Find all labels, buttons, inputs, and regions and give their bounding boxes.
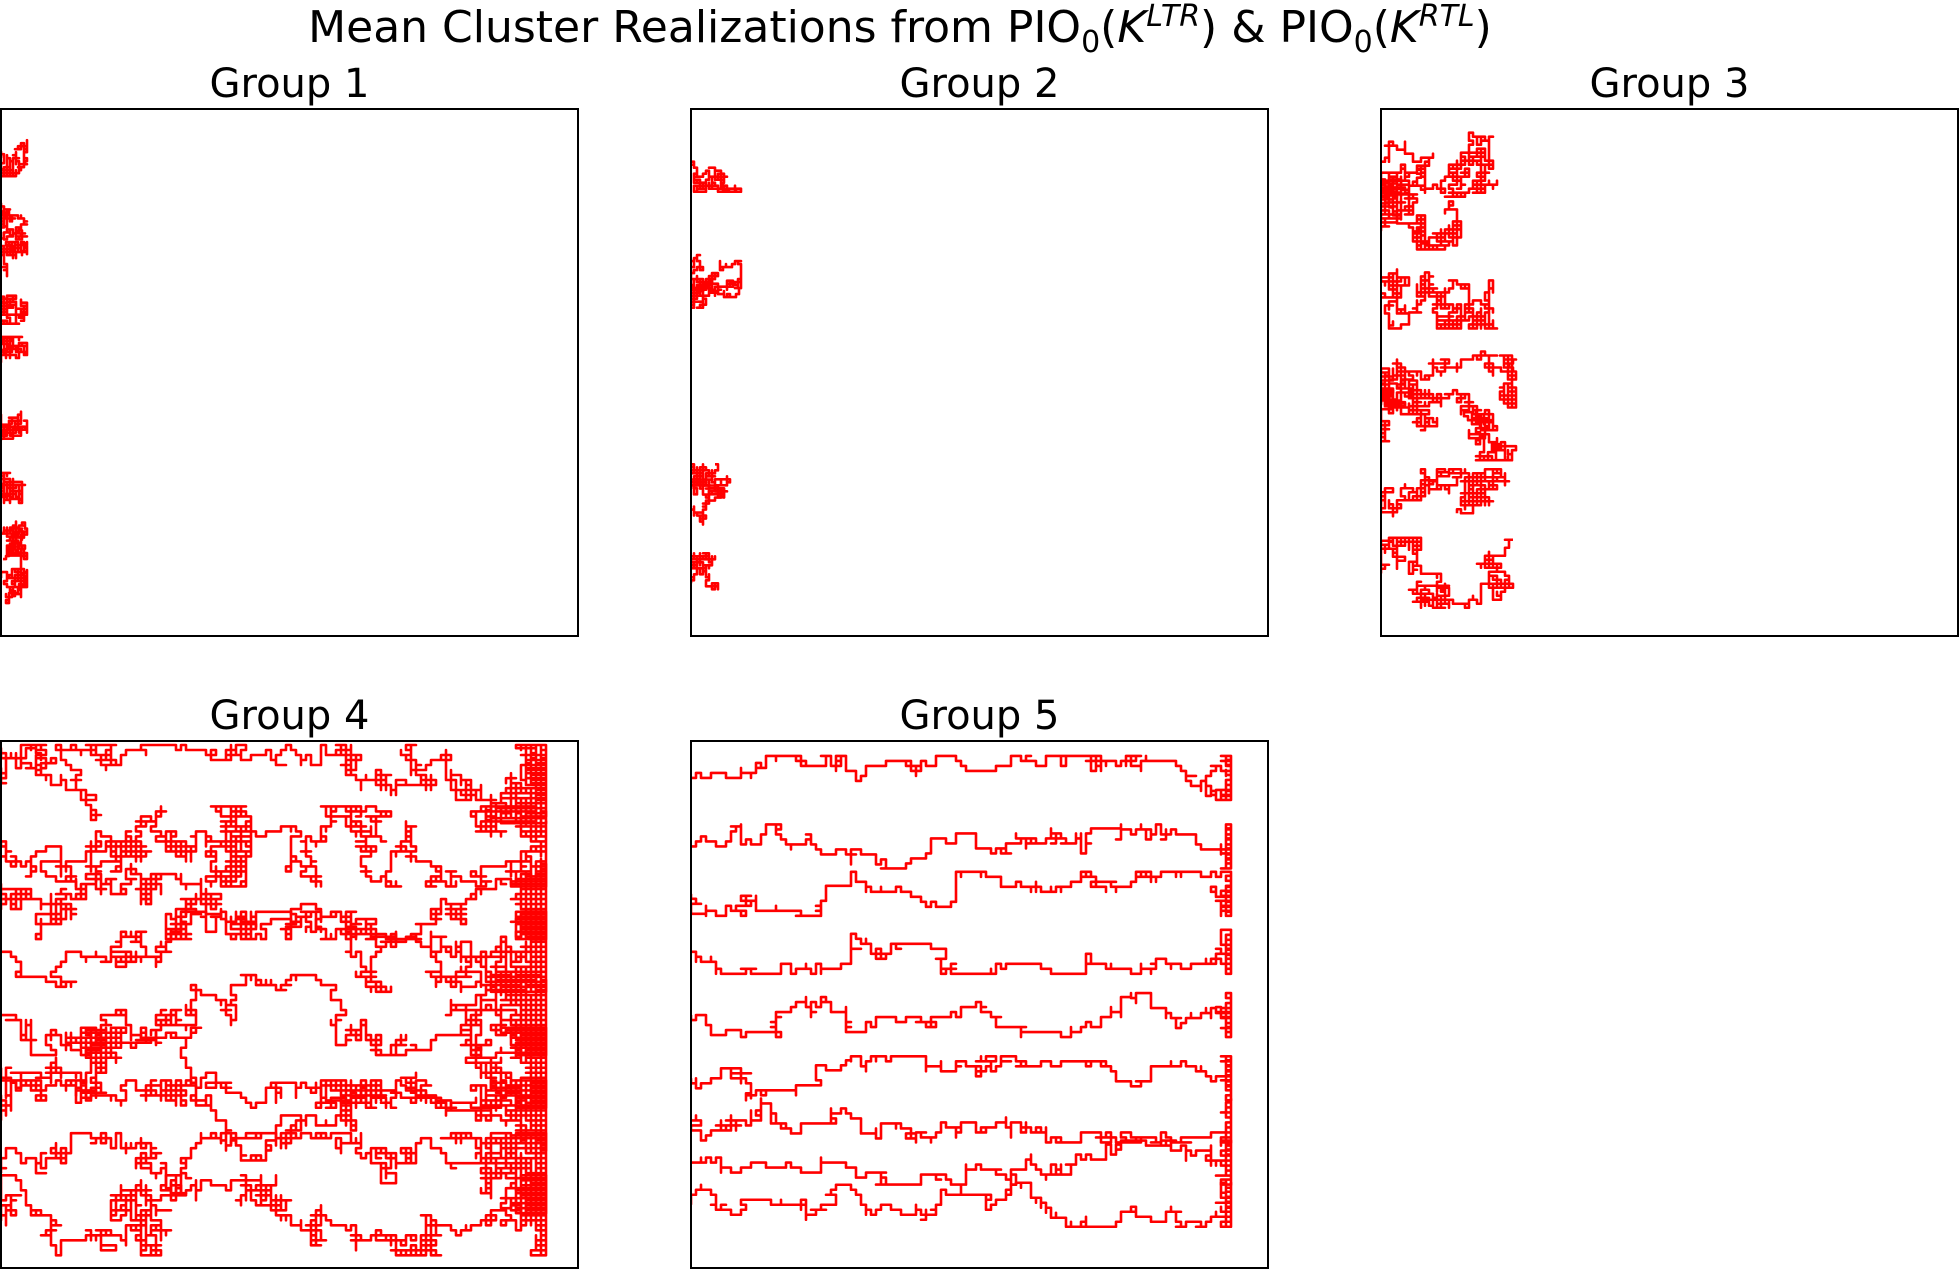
cluster-path xyxy=(1381,388,1518,462)
group-title: Group 3 xyxy=(1590,61,1750,107)
cluster-path xyxy=(1,1026,548,1110)
cluster-path xyxy=(1,335,29,364)
panel-frame xyxy=(690,108,1269,637)
cluster-path xyxy=(691,823,1233,870)
cluster-path xyxy=(1381,467,1511,518)
title-italic: K xyxy=(1117,2,1149,53)
cluster-path xyxy=(1,973,548,1057)
cluster-path xyxy=(691,1139,1233,1186)
cluster-path xyxy=(1,294,29,326)
title-superscript: RTL xyxy=(1419,0,1475,34)
cluster-path xyxy=(1381,131,1499,198)
cluster-path xyxy=(691,1054,1233,1102)
panel-walks xyxy=(691,754,1233,1229)
cluster-path xyxy=(691,870,1233,918)
cluster-path xyxy=(1381,350,1518,409)
panel-walks xyxy=(691,160,743,591)
cluster-path xyxy=(1,410,29,441)
cluster-path xyxy=(1381,268,1499,330)
cluster-path xyxy=(1,138,29,178)
title-text: ( xyxy=(1100,2,1117,53)
panel-frame xyxy=(690,740,1269,1269)
cluster-path xyxy=(1,471,27,505)
panel-frame xyxy=(0,108,579,637)
group-title: Group 2 xyxy=(900,61,1060,107)
panel-walks xyxy=(1,743,548,1257)
panel-frame xyxy=(0,740,579,1269)
group-title: Group 5 xyxy=(900,693,1060,739)
title-subscript: 0 xyxy=(1081,25,1100,60)
group-title: Group 4 xyxy=(210,693,370,739)
cluster-path xyxy=(1,202,29,241)
cluster-path xyxy=(1,1174,548,1257)
cluster-path xyxy=(1381,178,1463,251)
cluster-path xyxy=(691,478,726,526)
title-superscript: LTR xyxy=(1146,0,1200,34)
title-subscript: 0 xyxy=(1354,25,1373,60)
cluster-path xyxy=(1,551,29,605)
cluster-path xyxy=(1,743,548,825)
cluster-path xyxy=(1,520,29,557)
panel-walks xyxy=(1381,131,1518,610)
cluster-path xyxy=(691,1181,1233,1229)
cluster-path xyxy=(691,160,743,193)
cluster-path xyxy=(691,1097,1233,1144)
figure-title: Mean Cluster Realizations from PIO0(KLTR… xyxy=(308,0,1492,60)
cluster-path xyxy=(691,754,1233,802)
cluster-path xyxy=(691,279,735,310)
title-text: Mean Cluster Realizations from PIO xyxy=(308,2,1081,53)
cluster-path xyxy=(691,991,1233,1039)
cluster-path xyxy=(1381,536,1515,610)
cluster-path xyxy=(1,240,29,278)
cluster-path xyxy=(1,805,548,888)
cluster-path xyxy=(1,1131,548,1215)
title-text: ) & PIO xyxy=(1200,2,1354,53)
title-text: ) xyxy=(1475,2,1492,53)
cluster-path xyxy=(691,552,720,591)
title-text: ( xyxy=(1373,2,1390,53)
cluster-path xyxy=(691,928,1233,976)
panel-walks xyxy=(1,138,29,605)
group-title: Group 1 xyxy=(210,61,370,107)
panel-frame xyxy=(1380,108,1959,637)
cluster-path xyxy=(1,857,548,941)
title-italic: K xyxy=(1390,2,1422,53)
